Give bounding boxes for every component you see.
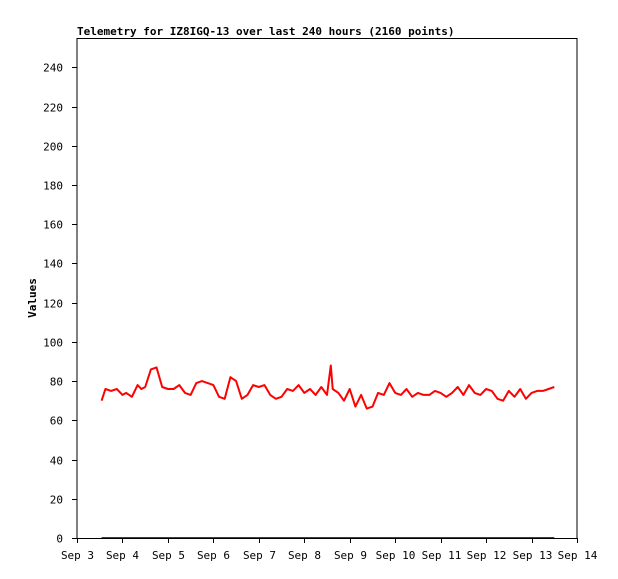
x-tick-label: Sep 13 xyxy=(513,549,553,562)
x-tick-label: Sep 3 xyxy=(61,549,94,562)
x-tick-label: Sep 9 xyxy=(334,549,367,562)
x-tick-label: Sep 6 xyxy=(197,549,230,562)
y-tick-label: 120 xyxy=(43,298,63,311)
x-tick-label: Sep 4 xyxy=(106,549,139,562)
y-tick-label: 240 xyxy=(43,62,63,75)
x-tick-label: Sep 8 xyxy=(288,549,321,562)
y-axis-label: Values xyxy=(26,278,39,318)
series-layer xyxy=(100,364,555,539)
x-tick-label: Sep 12 xyxy=(467,549,507,562)
y-tick-label: 200 xyxy=(43,141,63,154)
y-tick-label: 80 xyxy=(50,376,63,389)
y-tick-label: 40 xyxy=(50,455,63,468)
plot-frame xyxy=(76,38,578,539)
y-tick-label: 220 xyxy=(43,102,63,115)
x-axis: Sep 3 Sep 4 Sep 5 Sep 6 Sep 7 Sep 8 Sep 9 Sep 1… xyxy=(61,538,598,562)
y-tick-label: 100 xyxy=(43,337,63,350)
x-tick-label: Sep 11 xyxy=(422,549,462,562)
series-line-1 xyxy=(100,364,555,410)
y-axis: 0 20 40 60 80 100 120 140 160 180 200 220 240 xyxy=(43,62,77,546)
x-tick-label: Sep 14 xyxy=(558,549,598,562)
y-tick-label: 0 xyxy=(56,533,63,546)
y-tick-label: 60 xyxy=(50,415,63,428)
y-tick-label: 180 xyxy=(43,180,63,193)
chart-title: Telemetry for IZ8IGQ-13 over last 240 ho… xyxy=(77,25,455,38)
y-tick-label: 20 xyxy=(50,494,63,507)
x-tick-label: Sep 10 xyxy=(376,549,416,562)
x-tick-label: Sep 5 xyxy=(152,549,185,562)
y-tick-label: 140 xyxy=(43,258,63,271)
y-tick-label: 160 xyxy=(43,219,63,232)
x-tick-label: Sep 7 xyxy=(243,549,276,562)
